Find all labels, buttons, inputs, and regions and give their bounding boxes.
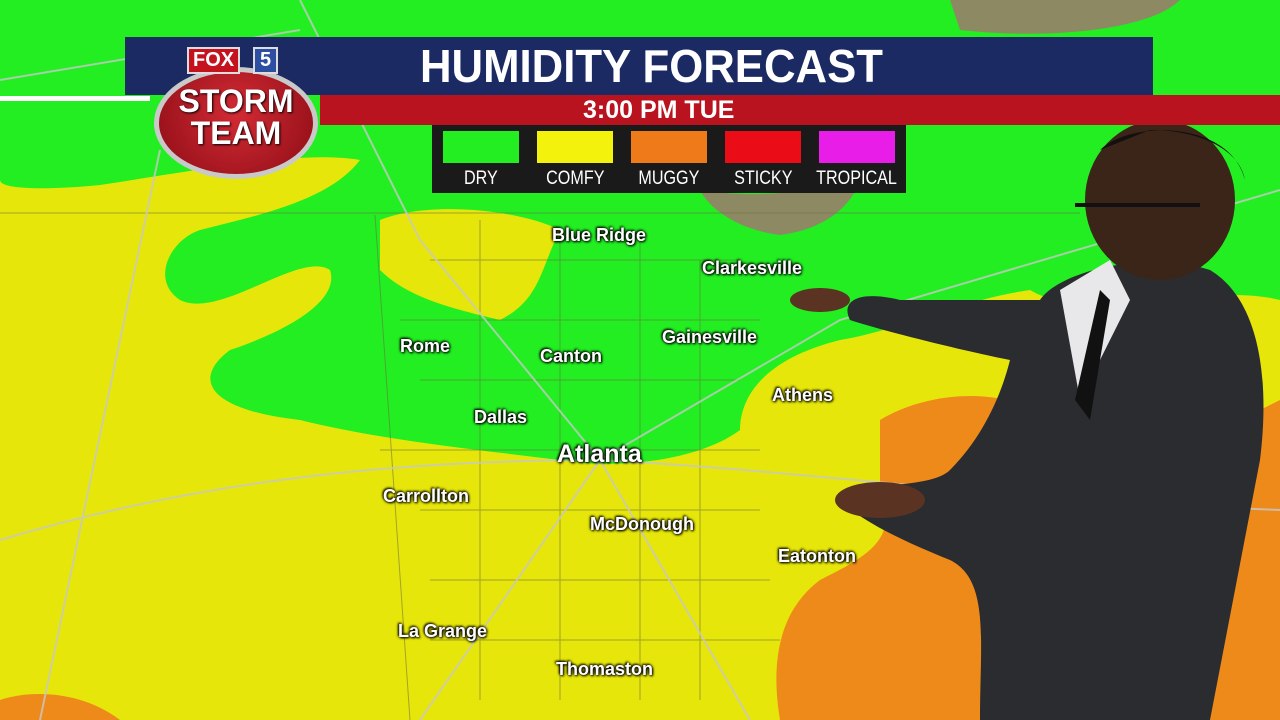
city-label: Carrollton — [383, 486, 470, 506]
forecast-time: 3:00 PM TUE — [583, 96, 735, 124]
legend-swatch — [631, 131, 707, 163]
legend-label: DRY — [464, 168, 498, 189]
divider-line — [0, 96, 150, 101]
city-label: Athens — [772, 385, 834, 405]
legend-item-dry: DRY — [436, 125, 526, 193]
comfy-patch — [380, 209, 560, 320]
legend-item-muggy: MUGGY — [624, 125, 714, 193]
city-label: Dallas — [474, 407, 528, 427]
city-label: Clarkesville — [702, 258, 803, 278]
page-title: HUMIDITY FORECAST — [420, 40, 883, 92]
city-label: La Grange — [398, 621, 488, 641]
humidity-legend: DRY COMFY MUGGY STICKY TROPICAL — [432, 125, 906, 193]
title-banner: HUMIDITY FORECAST — [125, 37, 1153, 95]
city-label: Canton — [540, 346, 602, 366]
legend-label: STICKY — [733, 168, 793, 189]
legend-label: MUGGY — [638, 168, 700, 189]
county-borders — [0, 212, 1080, 720]
logo-team: TEAM — [190, 115, 282, 151]
legend-swatch — [725, 131, 801, 163]
city-label-atlanta: Atlanta — [557, 440, 642, 468]
muggy-region-sw — [0, 694, 120, 720]
legend-label: TROPICAL — [816, 168, 898, 189]
logo-channel: 5 — [253, 47, 279, 74]
time-banner: 3:00 PM TUE — [320, 95, 1280, 125]
legend-swatch — [819, 131, 895, 163]
legend-swatch — [443, 131, 519, 163]
city-label: Gainesville — [662, 327, 758, 347]
logo-fox: FOX — [187, 47, 241, 74]
legend-item-tropical: TROPICAL — [812, 125, 902, 193]
city-label: Eatonton — [778, 546, 856, 566]
legend-item-comfy: COMFY — [530, 125, 620, 193]
legend-item-sticky: STICKY — [718, 125, 808, 193]
muggy-region-right — [1210, 400, 1280, 720]
city-label: McDonough — [590, 514, 694, 534]
terrain-patch — [700, 180, 860, 235]
city-label: Rome — [400, 336, 451, 356]
meteorologist — [790, 120, 1264, 720]
city-label: Blue Ridge — [552, 225, 647, 245]
city-label: Thomaston — [556, 659, 653, 679]
terrain-patch-top — [950, 0, 1180, 34]
fox5-storm-team-logo: FOX 5 STORM TEAM — [150, 45, 322, 179]
logo-storm: STORM — [178, 83, 294, 119]
legend-swatch — [537, 131, 613, 163]
legend-label: COMFY — [545, 168, 605, 189]
